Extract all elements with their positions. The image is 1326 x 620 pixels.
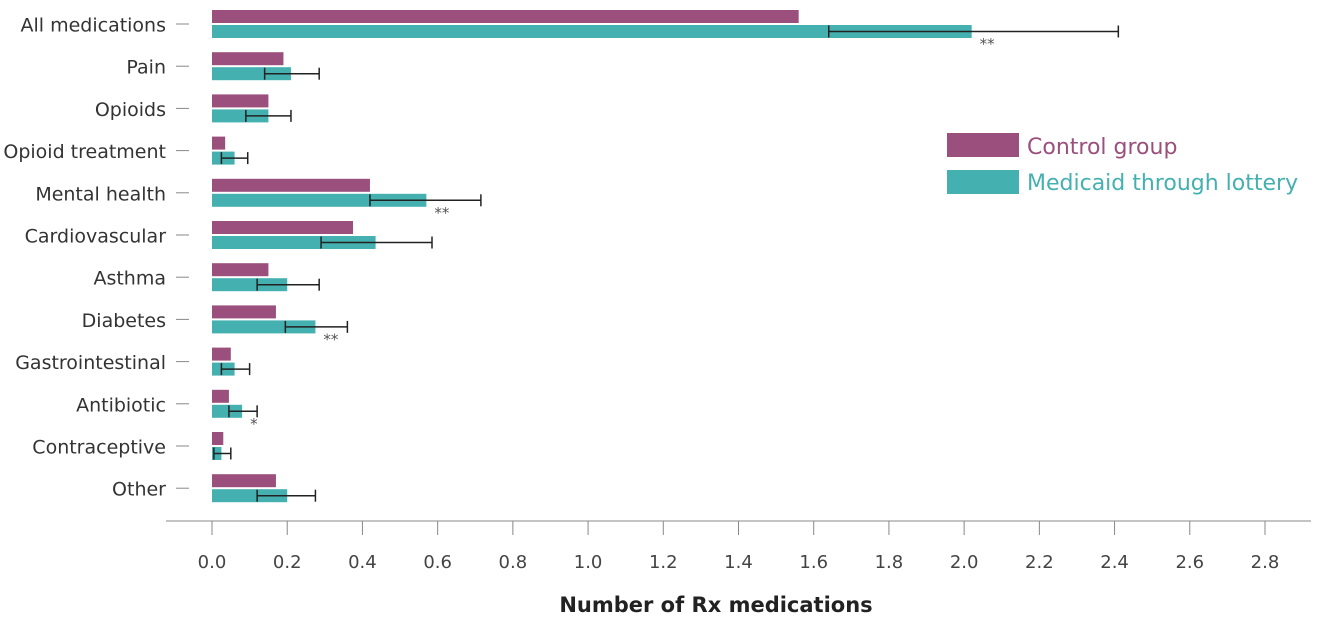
x-tick-label: 0.6 — [423, 552, 452, 573]
x-tick-label: 1.8 — [875, 552, 904, 573]
bar-control — [212, 389, 229, 403]
bar-control — [212, 474, 276, 488]
bar-control — [212, 432, 224, 445]
category-label: Asthma — [93, 268, 166, 290]
bar-control — [212, 221, 354, 234]
category-axis: All medications Pain Opioids Opioid treatme… — [3, 15, 189, 501]
x-tick-label: 1.2 — [649, 552, 678, 573]
category-label: Cardiovascular — [25, 226, 167, 248]
x-tick-label: 0.8 — [499, 552, 528, 573]
x-tick-label: 2.2 — [1025, 552, 1054, 573]
bar-control — [212, 136, 226, 150]
category-label: Opioids — [95, 99, 166, 121]
bar-control — [212, 347, 231, 361]
x-axis-title: Number of Rx medications — [559, 593, 872, 617]
legend: Control group Medicaid through lottery — [947, 133, 1298, 196]
x-tick-label: 1.6 — [799, 552, 828, 573]
bar-medicaid — [212, 404, 243, 418]
category-label: Antibiotic — [76, 394, 166, 416]
x-tick-label: 0.4 — [348, 552, 377, 573]
x-tick-label: 1.4 — [724, 552, 753, 573]
bar-control — [212, 10, 799, 23]
x-axis: 0.0 0.2 0.4 0.6 0.8 1.0 1.2 1.4 1.6 1.8 2.0 2.2 2.4 2… — [166, 520, 1311, 573]
bar-medicaid — [212, 67, 291, 81]
bar-control — [212, 52, 284, 66]
category-label: Opioid treatment — [3, 141, 166, 163]
category-label: Contraceptive — [32, 437, 166, 459]
significance-marker: ** — [434, 204, 450, 222]
bar-medicaid — [212, 320, 316, 334]
legend-swatch-medicaid — [947, 170, 1019, 194]
x-tick-label: 2.0 — [950, 552, 979, 573]
bar-medicaid — [212, 25, 972, 38]
bar-control — [212, 305, 276, 319]
bar-control — [212, 263, 269, 277]
x-tick-label: 2.6 — [1175, 552, 1204, 573]
legend-label-medicaid: Medicaid through lottery — [1027, 171, 1298, 196]
category-label: All medications — [20, 15, 166, 37]
significance-marker: ** — [980, 35, 996, 53]
bar-medicaid — [212, 193, 427, 207]
x-tick-label: 2.8 — [1251, 552, 1280, 573]
bar-medicaid — [212, 278, 288, 292]
x-tick-label: 0.2 — [273, 552, 302, 573]
category-label: Mental health — [35, 183, 166, 205]
x-tick-label: 1.0 — [574, 552, 603, 573]
bar-control — [212, 94, 269, 108]
category-label: Gastrointestinal — [15, 352, 166, 374]
bar-control — [212, 178, 370, 192]
x-tick-label: 0.0 — [198, 552, 227, 573]
bars: ******* — [212, 10, 1120, 503]
bar-medicaid — [212, 109, 269, 123]
legend-swatch-control — [947, 133, 1019, 157]
category-label: Diabetes — [82, 310, 166, 332]
category-label: Other — [112, 479, 166, 501]
x-tick-label: 2.4 — [1100, 552, 1129, 573]
significance-marker: * — [250, 415, 258, 433]
significance-marker: ** — [323, 330, 339, 348]
legend-label-control: Control group — [1027, 135, 1177, 160]
category-label: Pain — [126, 57, 166, 79]
bar-medicaid — [212, 489, 288, 503]
bar-medicaid — [212, 236, 376, 249]
